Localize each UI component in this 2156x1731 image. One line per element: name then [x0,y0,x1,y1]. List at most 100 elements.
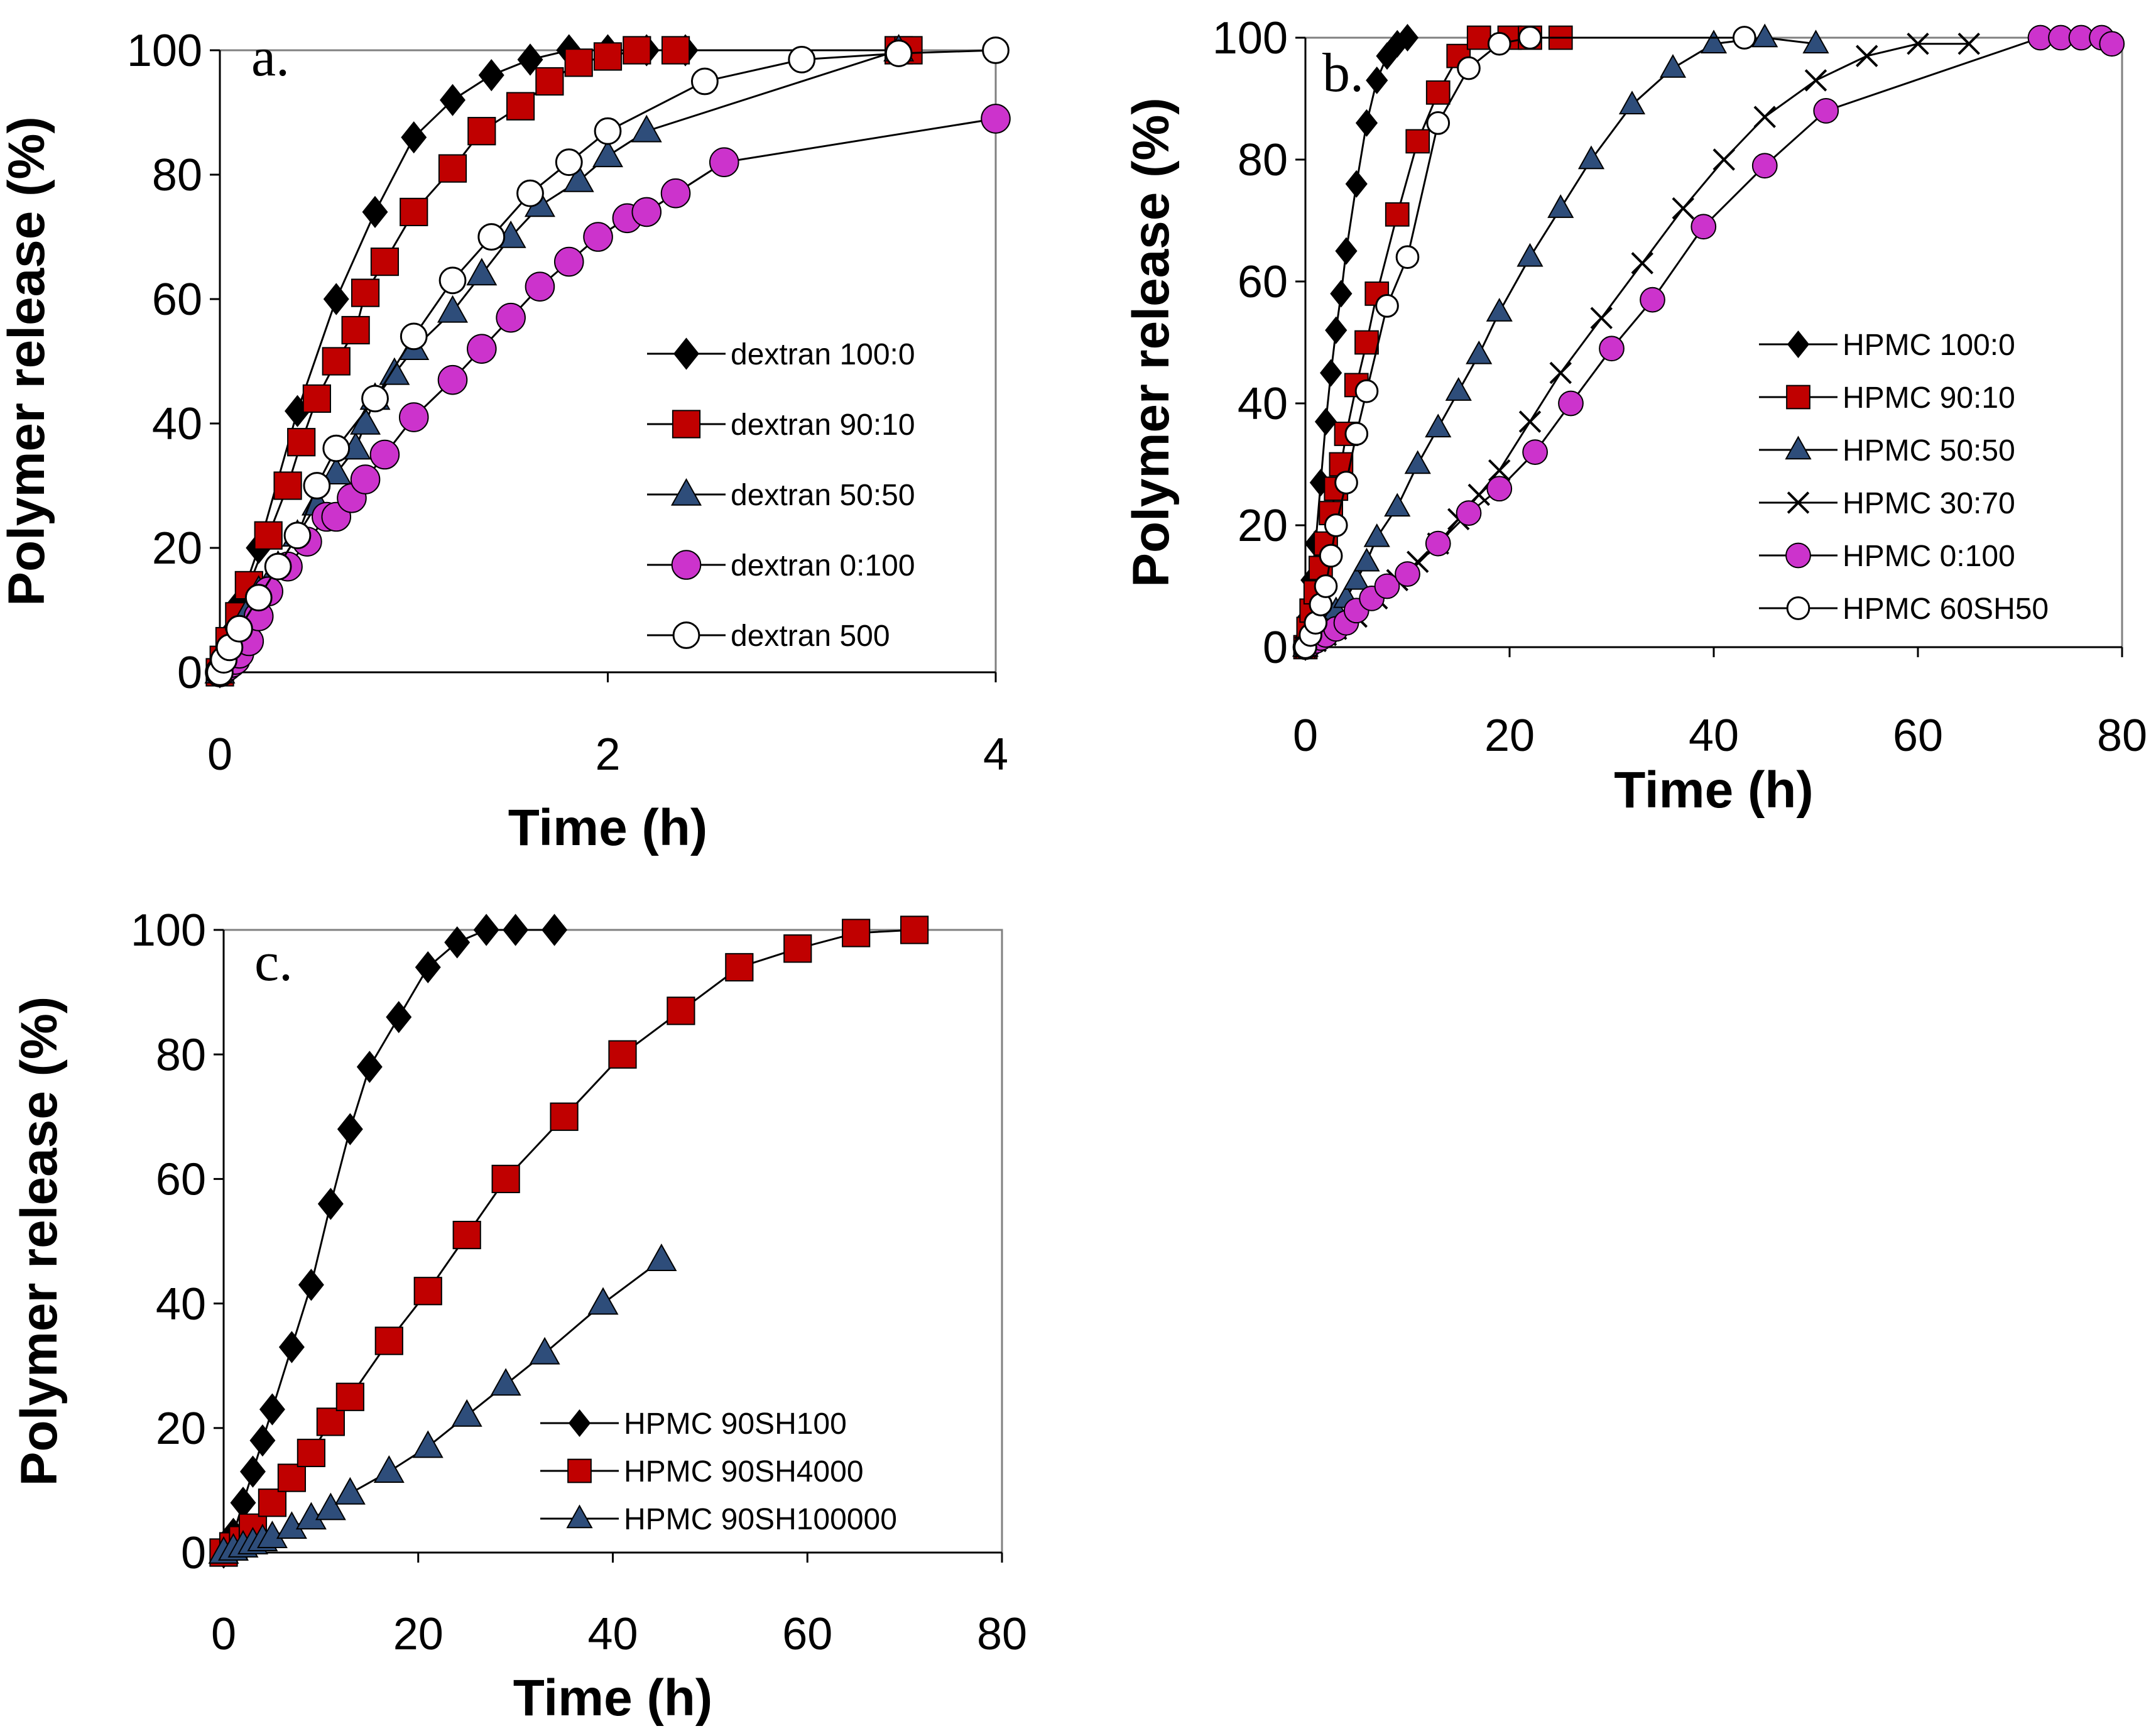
panel-b-series-hpmc-60sh50-point [1344,422,1369,446]
panel-a-series-dextran-90-10-point [535,67,564,96]
panel-b-y-axis-title: Polymer release (%) [1123,97,1180,587]
panel-c-series-hpmc-90sh100000 [208,1243,677,1564]
panel-a-legend-label: dextran 90:10 [731,408,915,442]
panel-a-legend-label: dextran 0:100 [731,549,915,582]
panel-a-y-tick-label: 100 [127,26,202,76]
panel-c-series-hpmc-90sh100-point [415,951,441,984]
panel-a-series-dextran-50-50-point [631,114,662,143]
panel-c-series-hpmc-90sh4000-point [452,1220,481,1250]
panel-b-series-hpmc-0-100-point [1486,476,1513,502]
panel-c-series-hpmc-90sh100-point [239,1455,266,1488]
panel-a-series-dextran-50-50-point [466,258,498,286]
panel-b-series-hpmc-50-50-point [1466,340,1493,364]
panel-c-series-hpmc-90sh100000-point [490,1368,521,1396]
panel-b-series-hpmc-100-0-point [1396,23,1419,52]
panel-a-series-dextran-90-10-point [341,315,370,345]
panel-a-dextran-chart: 0 20 40 60 80 100 0 2 4 Time (h) Polymer release (… [0,26,1011,856]
panel-a-series-dextran-0-100-point [553,246,584,277]
panel-c-series-hpmc-90sh4000-point [550,1102,579,1131]
panel-a-series-dextran-90-10 [205,36,923,687]
panel-a-series-dextran-0-100-point [398,402,429,432]
panel-a-series-dextran-0-100-point [350,464,381,494]
panel-a-series-dextran-90-10-point [400,197,428,226]
panel-a-series-dextran-90-10-point [273,471,302,500]
panel-b-series-hpmc-50-50-point [1425,413,1452,438]
panel-c-y-tick-label: 20 [156,1404,206,1454]
panel-a-legend-marker [672,621,700,649]
panel-b-series-hpmc-50-50-point [1384,493,1411,517]
panel-a-series-dextran-0-100-point [525,271,555,302]
panel-b-series-hpmc-100-0-point [1345,170,1368,198]
panel-b-x-tick-label: 20 [1484,711,1535,761]
panel-a-series-dextran-0-100-point [496,302,526,333]
panel-b-series-hpmc-60sh50-point [1732,26,1756,50]
panel-c-series-hpmc-90sh4000-point [842,919,871,947]
panel-a-y-tick-label: 0 [177,648,202,698]
panel-b-series-hpmc-0-100-point [1813,98,1839,124]
panel-c-x-tick-label: 0 [211,1609,236,1659]
panel-c-series-hpmc-90sh4000-point [725,953,754,982]
panel-c-series-hpmc-90sh100000-point [334,1477,366,1505]
panel-b-series-hpmc-60sh50-point [1426,111,1451,135]
panel-c-series-hpmc-90sh4000-point [316,1407,345,1436]
panel-b-series-hpmc-60sh50 [1293,26,1756,659]
panel-c-series-hpmc-90sh100-point [249,1424,276,1457]
panel-c-series-hpmc-90sh4000-point [413,1277,442,1306]
panel-a-series-dextran-100-0-point [440,84,466,116]
panel-a-series-dextran-500 [206,36,1010,686]
panel-a-series-dextran-0-100-point [981,104,1011,134]
panel-c-series-hpmc-90sh4000-point [277,1463,307,1492]
panel-a-series-dextran-90-10-point [254,521,283,550]
panel-a-x-axis-title: Time (h) [508,799,707,856]
panel-b-series-hpmc-90-10-point [1354,330,1379,355]
panel-b-series-hpmc-60sh50-point [1324,513,1348,537]
panel-a-series-dextran-90-10-point [564,48,593,77]
panel-a-series-dextran-500-point [885,40,913,67]
panel-b-series-hpmc-30-70-point [1712,148,1735,171]
panel-a-series-dextran-500-point [516,179,544,207]
panel-a-series-dextran-90-10-point [351,278,380,307]
panel-a-series-dextran-100-0-point [401,121,427,154]
panel-a-series-dextran-100-0-point [478,58,504,92]
panel-a-series-dextran-500-point [303,472,331,500]
panel-b-series-hpmc-90-10-point [1425,80,1451,105]
panel-c-legend-marker [568,1409,591,1438]
panel-a-series-dextran-50-50-point [379,357,410,385]
panel-b-series-hpmc-30-70-point [1957,32,1980,55]
panel-a-series-dextran-500-point [788,45,816,74]
panel-a-x-tick-label: 2 [595,729,620,780]
panel-c-series-hpmc-90sh100-point [473,914,499,946]
panel-c-legend: HPMC 90SH100 HPMC 90SH4000 HPMC 90SH100000 [540,1407,897,1536]
panel-c-x-axis-title: Time (h) [513,1669,712,1727]
panel-b-series-hpmc-60sh50-point [1314,574,1338,598]
panel-a-x-tick-label: 0 [207,729,232,780]
panel-b-series-hpmc-30-70-point [1488,459,1511,482]
panel-c-series-hpmc-90sh100-point [298,1269,324,1301]
panel-b-hpmc-chart: 0 20 40 60 80 100 0 20 40 60 80 Time (h) Polymer rel… [1123,13,2147,819]
panel-a-series-dextran-100-0-point [362,195,388,229]
panel-c-x-tick-label: 40 [587,1609,638,1659]
panel-b-legend-label: HPMC 100:0 [1843,329,2015,362]
panel-a-panel-letter: a. [251,27,290,88]
panel-b-legend: HPMC 100:0 HPMC 90:10 HPMC 50:50 HPMC 30:70… [1759,329,2049,626]
panel-b-series-hpmc-0-100-point [1425,530,1451,557]
panel-c-series-hpmc-90sh100000-point [373,1455,405,1483]
panel-a-legend-marker [671,550,702,580]
panel-b-series-hpmc-50-50-point [1700,30,1728,53]
panel-b-series-hpmc-0-100-point [1558,390,1584,417]
panel-a-series-dextran-0-100-point [631,197,662,227]
panel-c-series-hpmc-90sh100000-point [412,1430,444,1458]
panel-c-x-tick-label: 80 [977,1609,1027,1659]
panel-b-series-hpmc-0-100-point [1522,439,1549,465]
panel-c-series-hpmc-90sh100000-point [587,1287,619,1315]
panel-b-x-tick-label: 0 [1293,711,1318,761]
panel-c-hpmc-sh-chart: 0 20 40 60 80 100 0 20 40 60 80 Time (h) Polymer rel… [11,905,1027,1727]
panel-a-series-dextran-500-point [477,223,506,251]
panel-b-series-hpmc-50-50-point [1577,145,1605,170]
panel-a-series-dextran-100-0-point [517,43,543,76]
panel-a-y-tick-label: 60 [152,275,202,325]
panel-b-series-hpmc-30-70-point [1518,410,1542,433]
panel-b-series-hpmc-30-70-point [1753,106,1776,128]
panel-c-series-hpmc-90sh100000-point [646,1243,677,1272]
panel-c-y-tick-label: 80 [156,1030,206,1080]
